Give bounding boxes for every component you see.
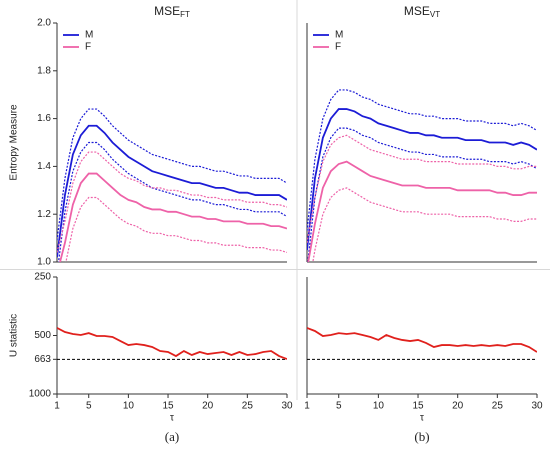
legend-label: M [85,30,93,41]
x-axis-label: τ [420,413,424,424]
legend-label: M [335,30,343,41]
y-tick-label: 500 [34,330,51,341]
y-tick-label: 1.6 [37,113,51,124]
series-line [57,124,287,258]
y-axis-label: U statistic [9,314,20,357]
legend-label: F [85,42,91,53]
series-line [307,327,537,353]
x-tick-label: 5 [336,401,342,412]
band-line [307,127,537,262]
x-tick-label: 1 [304,401,310,412]
y-tick-label: 1.8 [37,65,51,76]
series-line [307,108,537,251]
x-tick-label: 25 [492,401,504,412]
x-tick-label: 10 [123,401,135,412]
x-tick-label: 20 [452,401,464,412]
x-tick-label: 1 [54,401,60,412]
band-line [307,134,537,243]
x-tick-label: 15 [162,401,174,412]
chart-title: MSEVT [404,4,440,19]
x-tick-label: 10 [373,401,385,412]
y-tick-label: 1000 [29,389,52,400]
x-tick-label: 20 [202,401,214,412]
band-line [307,89,537,231]
band-line [57,108,287,241]
panel-label: (a) [165,429,179,444]
chart-title: MSEFT [154,4,190,19]
title-sub: VT [430,10,440,19]
series-line [307,160,537,262]
series-line [59,172,287,262]
y-axis-label: Entropy Measure [9,104,20,181]
panel-label: (b) [414,429,429,444]
y-tick-label: 2.0 [37,18,51,29]
y-tick-label: 663 [34,354,51,365]
x-tick-label: 15 [412,401,424,412]
y-tick-label: 1.4 [37,161,51,172]
y-tick-label: 250 [34,272,51,283]
title-main: MSE [404,4,430,18]
band-line [57,141,287,262]
series-line [57,327,287,360]
x-tick-label: 25 [242,401,254,412]
band-line [312,187,537,262]
band-line [57,151,287,253]
y-tick-label: 1.2 [37,209,51,220]
y-tick-label: 1.0 [37,257,51,268]
x-tick-label: 5 [86,401,92,412]
x-tick-label: 30 [281,401,293,412]
title-sub: FT [180,10,190,19]
band-line [65,196,287,262]
x-tick-label: 30 [531,401,543,412]
title-main: MSE [154,4,180,18]
legend-label: F [335,42,341,53]
x-axis-label: τ [170,413,174,424]
